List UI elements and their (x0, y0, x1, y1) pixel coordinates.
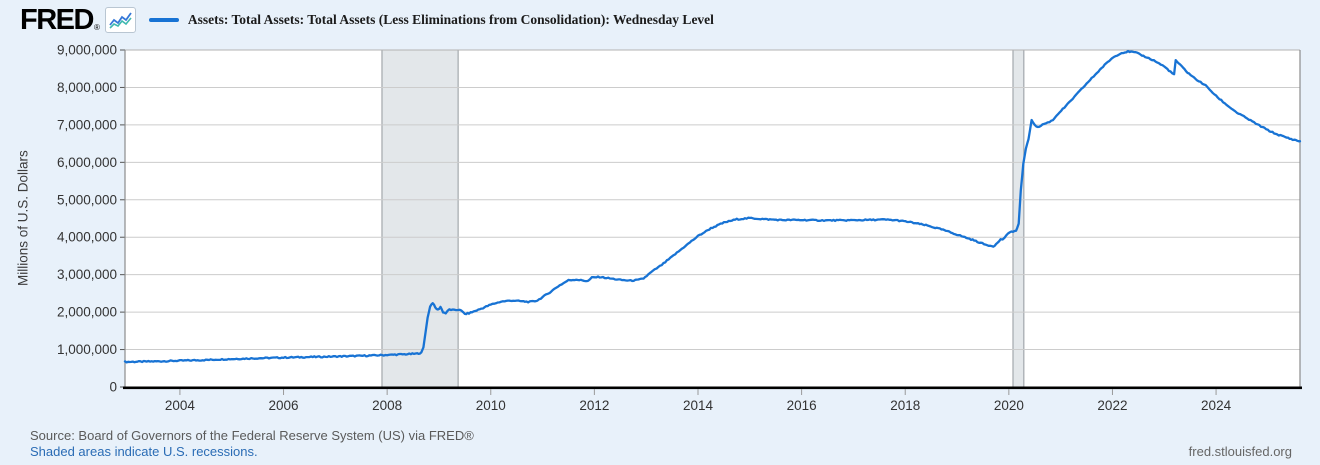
y-tick-label: 3,000,000 (57, 267, 117, 282)
y-tick-label: 0 (109, 380, 117, 395)
plot-area (125, 50, 1300, 387)
fred-logo[interactable]: FRED (20, 4, 94, 36)
y-tick-label: 2,000,000 (57, 305, 117, 320)
chart-header: FRED ® Assets: Total Assets: Total Asset… (20, 5, 714, 35)
x-tick-label: 2022 (1097, 398, 1127, 413)
y-tick-label: 1,000,000 (57, 342, 117, 357)
source-attribution: Source: Board of Governors of the Federa… (30, 428, 474, 443)
x-tick-label: 2012 (579, 398, 609, 413)
series-title: Assets: Total Assets: Total Assets (Less… (187, 12, 714, 27)
x-tick-label: 2020 (994, 398, 1024, 413)
fred-sparkline-icon (104, 7, 136, 33)
x-tick-label: 2014 (683, 398, 714, 413)
x-tick-label: 2024 (1201, 398, 1232, 413)
legend-line-swatch (148, 18, 179, 22)
series-line (123, 49, 1302, 364)
y-tick-label: 5,000,000 (57, 192, 117, 207)
x-tick-label: 2018 (890, 398, 920, 413)
fred-site-link[interactable]: fred.stlouisfed.org (1188, 444, 1292, 459)
x-tick-label: 2016 (787, 398, 817, 413)
y-tick-label: 4,000,000 (57, 230, 117, 245)
x-axis-line (123, 386, 1302, 390)
y-tick-label: 9,000,000 (57, 43, 117, 58)
registered-trademark: ® (93, 23, 100, 32)
recession-note-link[interactable]: Shaded areas indicate U.S. recessions. (30, 444, 258, 459)
chart-footer: Source: Board of Governors of the Federa… (30, 428, 474, 460)
x-tick-label: 2006 (269, 398, 299, 413)
y-tick-label: 8,000,000 (57, 80, 117, 95)
y-tick-label: 6,000,000 (57, 155, 117, 170)
y-tick-label: 7,000,000 (57, 117, 117, 132)
x-tick-label: 2010 (476, 398, 506, 413)
y-axis-title: Millions of U.S. Dollars (15, 150, 31, 287)
x-tick-label: 2004 (165, 398, 196, 413)
recession-band (381, 50, 459, 387)
x-tick-label: 2008 (372, 398, 402, 413)
